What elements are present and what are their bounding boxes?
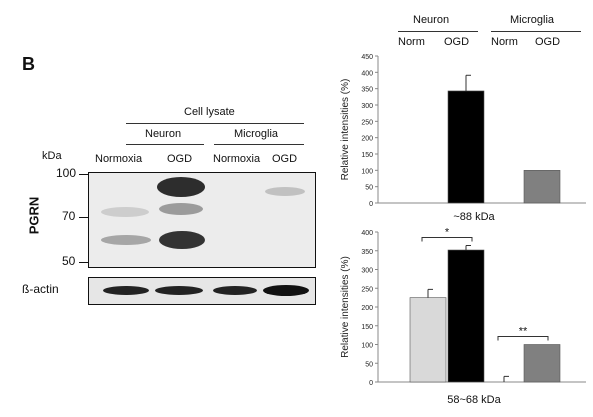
- cell-lysate-line: [126, 123, 304, 124]
- band-neuron-ogd-88kda: [157, 177, 205, 197]
- actin-band-1: [103, 286, 149, 295]
- cell-lysate-label: Cell lysate: [184, 106, 235, 118]
- marker-70: 70: [62, 209, 76, 223]
- marker-tick-100: [79, 174, 89, 175]
- chart-neuron-header-line: [398, 31, 478, 32]
- y-tick-label: 150: [361, 152, 373, 159]
- y-tick-label: 0: [369, 201, 373, 208]
- beta-actin-blot-image: [88, 277, 316, 305]
- y-tick-label: 50: [365, 361, 373, 368]
- significance-label: *: [445, 227, 450, 239]
- x-axis-label: ~88 kDa: [453, 211, 495, 223]
- pgrn-blot-image: [88, 172, 316, 268]
- panel-label: B: [22, 54, 35, 74]
- band-neuron-normoxia-low: [101, 235, 151, 245]
- bar-2: [447, 90, 485, 204]
- chart-col-microglia-norm: Norm: [491, 36, 518, 48]
- y-tick-label: 300: [361, 268, 373, 275]
- y-tick-label: 350: [361, 249, 373, 256]
- bar-4: [523, 344, 561, 383]
- marker-tick-70: [79, 217, 89, 218]
- y-tick-label: 300: [361, 103, 373, 110]
- band-neuron-ogd-low: [159, 231, 205, 249]
- significance-bracket: [497, 336, 549, 341]
- actin-band-2: [155, 286, 203, 295]
- marker-50: 50: [62, 254, 76, 268]
- chart-col-neuron-ogd: OGD: [444, 36, 470, 48]
- chart-col-microglia-ogd: OGD: [535, 36, 561, 48]
- chart-neuron-header: Neuron: [413, 14, 450, 26]
- actin-band-4: [263, 285, 309, 296]
- band-neuron-normoxia-high: [101, 207, 149, 217]
- y-tick-label: 250: [361, 286, 373, 293]
- beta-actin-label: ß-actin: [22, 282, 59, 296]
- bar-1: [409, 297, 447, 383]
- y-tick-label: 150: [361, 324, 373, 331]
- kda-label: kDa: [42, 150, 62, 162]
- significance-bracket: [421, 237, 473, 242]
- y-tick-label: 400: [361, 230, 373, 237]
- actin-band-3: [213, 286, 257, 295]
- y-axis-label: Relative intensities (%): [340, 256, 351, 358]
- chart-88kda: 0 50 100 150 200 250 300 350 400 450 Relative inte…: [340, 54, 586, 223]
- y-tick-label: 100: [361, 168, 373, 175]
- y-tick-label: 200: [361, 305, 373, 312]
- y-tick-label: 100: [361, 343, 373, 350]
- lane-label-microglia-normoxia: Normoxia: [213, 153, 261, 165]
- marker-100: 100: [56, 166, 77, 180]
- bar-2: [447, 249, 485, 383]
- lane-label-neuron-normoxia: Normoxia: [95, 153, 143, 165]
- band-microglia-ogd: [265, 187, 305, 196]
- y-tick-label: 400: [361, 70, 373, 77]
- x-axis-label: 58~68 kDa: [447, 394, 501, 406]
- y-tick-label: 350: [361, 87, 373, 94]
- y-tick-label: 200: [361, 136, 373, 143]
- y-tick-label: 450: [361, 54, 373, 61]
- y-tick-label: 0: [369, 380, 373, 387]
- lane-label-microglia-ogd: OGD: [272, 153, 298, 165]
- marker-tick-50: [79, 262, 89, 263]
- y-tick-label: 250: [361, 119, 373, 126]
- chart-col-neuron-norm: Norm: [398, 36, 425, 48]
- chart-microglia-header: Microglia: [510, 14, 555, 26]
- y-axis-label: Relative intensities (%): [340, 79, 351, 181]
- significance-label: **: [519, 326, 528, 338]
- bar-4: [523, 170, 561, 204]
- chart-58-68kda: 0 50 100 150 200 250 300 350 400 Relative intensi…: [340, 227, 586, 406]
- chart-microglia-header-line: [491, 31, 581, 32]
- microglia-group-line: [214, 144, 304, 145]
- band-neuron-ogd-mid: [159, 203, 203, 215]
- neuron-group-label: Neuron: [145, 128, 182, 140]
- lane-label-neuron-ogd: OGD: [167, 153, 193, 165]
- y-tick-label: 50: [365, 185, 373, 192]
- microglia-group-label: Microglia: [234, 128, 279, 140]
- neuron-group-line: [126, 144, 204, 145]
